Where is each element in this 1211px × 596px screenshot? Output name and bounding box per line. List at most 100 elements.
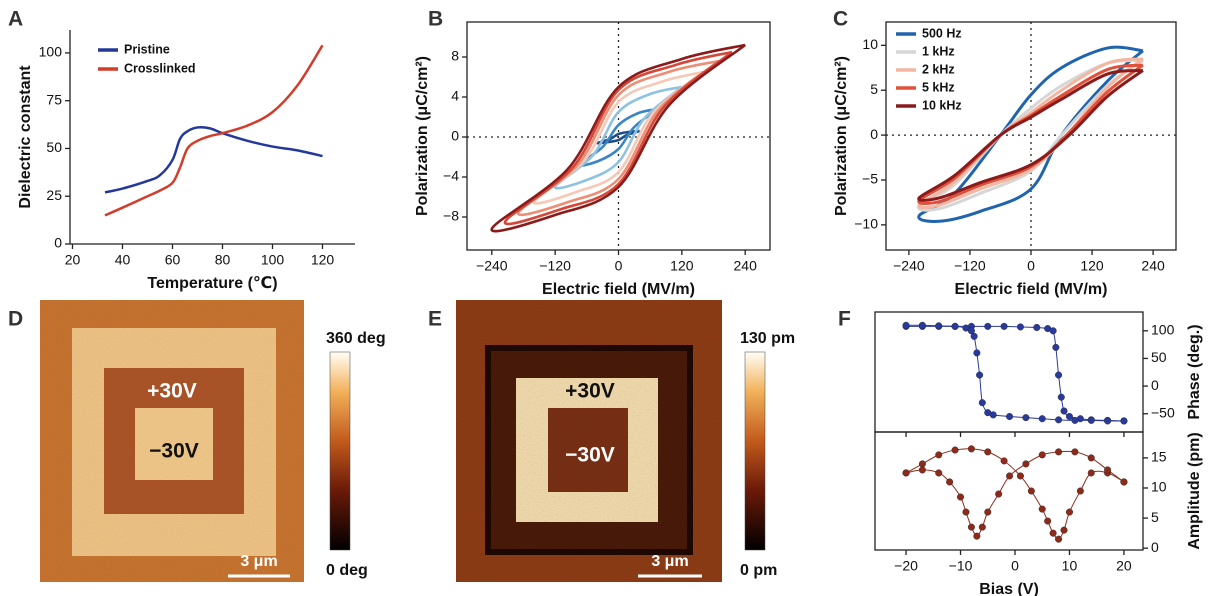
data-point (963, 325, 970, 332)
y-tick-label: 8 (451, 48, 459, 64)
y-tick-label: 4 (451, 88, 459, 104)
data-point (968, 524, 975, 531)
colorbar-label: 0 pm (740, 562, 777, 579)
data-point (935, 323, 942, 330)
data-point (1039, 415, 1046, 422)
region-label: +30V (565, 380, 615, 403)
x-tick-label: 60 (165, 252, 181, 268)
data-point (995, 491, 1002, 498)
data-point (919, 467, 926, 474)
x-axis-title: Temperature (℃) (147, 275, 277, 292)
y-tick-label: 5 (870, 81, 878, 97)
data-point (1088, 417, 1095, 424)
data-point (919, 322, 926, 329)
legend-label: Crosslinked (124, 61, 196, 75)
data-point (1061, 408, 1068, 415)
y-tick-label: −4 (443, 168, 459, 184)
data-point (1061, 527, 1068, 534)
data-point (1039, 506, 1046, 513)
y-tick-label: 15 (1151, 449, 1167, 465)
data-point (968, 446, 975, 453)
data-point (1028, 488, 1035, 495)
data-point (1077, 488, 1084, 495)
data-point (1072, 417, 1079, 424)
x-tick-label: −240 (893, 258, 925, 274)
x-tick-label: −20 (894, 558, 918, 574)
y-tick-label: 50 (46, 139, 62, 155)
colorbar-label: 130 pm (740, 330, 795, 347)
panel-letter: C (833, 8, 848, 31)
data-point (963, 509, 970, 516)
x-tick-label: −240 (476, 258, 508, 274)
data-point (1033, 324, 1040, 331)
data-point (1050, 530, 1057, 537)
y-tick-label: 25 (46, 187, 62, 203)
panel-letter: D (8, 308, 23, 331)
y-tick-label: 10 (1151, 479, 1167, 495)
x-tick-label: 20 (1116, 558, 1132, 574)
data-point (1055, 372, 1062, 379)
colorbar-label: 360 deg (326, 330, 386, 347)
panel-letter: F (838, 308, 851, 331)
y-tick-label: −50 (1151, 404, 1175, 420)
data-point (1088, 470, 1095, 477)
colorbar (745, 352, 765, 550)
series-line (906, 449, 1124, 539)
data-point (1055, 417, 1062, 424)
y-tick-label: 0 (1151, 539, 1159, 555)
x-tick-label: 120 (670, 258, 694, 274)
legend-label: 5 kHz (922, 80, 955, 94)
data-point (1006, 473, 1013, 480)
data-point (979, 524, 986, 531)
data-point (1044, 518, 1051, 525)
data-point (1006, 413, 1013, 420)
legend-label: Pristine (124, 42, 170, 56)
series-line (906, 325, 1124, 421)
legend-label: 1 kHz (922, 44, 955, 58)
data-point (1001, 458, 1008, 465)
series-line (906, 326, 1124, 421)
x-tick-label: 120 (311, 252, 335, 268)
figure: D +30V −30V 3 μm 360 deg 0 deg E +30V −3… (0, 0, 1211, 596)
data-point (979, 399, 986, 406)
data-point (984, 449, 991, 456)
data-point (1072, 449, 1079, 456)
y-tick-label: 10 (862, 36, 878, 52)
y-tick-label: 50 (1151, 349, 1167, 365)
legend-label: 10 kHz (922, 98, 962, 112)
data-point (1001, 323, 1008, 330)
plot-frame (875, 432, 1143, 550)
x-tick-label: −120 (954, 258, 986, 274)
x-tick-label: 10 (1062, 558, 1078, 574)
series-line (906, 451, 1124, 536)
y-tick-label: 0 (54, 235, 62, 251)
x-tick-label: −120 (539, 258, 571, 274)
y-axis-title: Amplitude (pm) (1186, 432, 1203, 549)
region-label: −30V (565, 444, 615, 467)
scale-bar-label: 3 μm (651, 553, 688, 570)
data-point (1023, 461, 1030, 468)
data-point (952, 447, 959, 454)
x-tick-label: 240 (734, 258, 758, 274)
panel-letter: A (8, 8, 23, 31)
data-point (1088, 455, 1095, 462)
y-tick-label: −5 (862, 171, 878, 187)
panel-letter: B (428, 8, 443, 31)
data-point (1039, 452, 1046, 459)
x-axis-title: Electric field (MV/m) (955, 281, 1108, 298)
x-tick-label: 120 (1080, 258, 1104, 274)
x-tick-label: 0 (615, 258, 623, 274)
y-tick-label: 75 (46, 91, 62, 107)
data-point (1066, 413, 1073, 420)
data-point (1104, 418, 1111, 425)
scale-bar-label: 3 μm (240, 553, 277, 570)
y-tick-label: 0 (1151, 377, 1159, 393)
x-tick-label: 100 (261, 252, 285, 268)
colorbar (330, 352, 350, 550)
data-point (1121, 418, 1128, 425)
data-point (935, 470, 942, 477)
data-point (974, 350, 981, 357)
data-point (976, 372, 983, 379)
data-point (1104, 467, 1111, 474)
y-tick-label: 100 (39, 44, 63, 60)
